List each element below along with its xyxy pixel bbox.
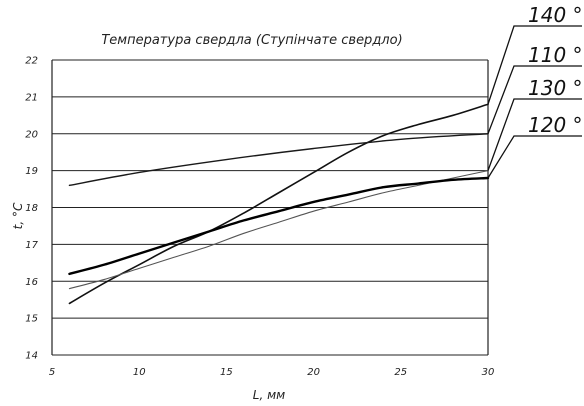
y-axis-label: t, °C [11,202,25,229]
tick-layer: 14 15 16 17 18 19 20 21 22 5 10 15 20 25 30 [25,56,494,379]
series-layer [68,103,490,305]
legend-label: 110 ° [528,43,583,67]
x-tick-label: 20 [307,367,320,378]
y-tick-label: 15 [25,314,38,325]
y-tick-label: 17 [25,240,38,251]
grid-layer [51,59,489,356]
y-tick-label: 18 [25,203,38,214]
y-tick-label: 19 [25,166,38,177]
legend-label: 130 ° [528,76,583,100]
y-tick-label: 16 [25,277,38,288]
y-tick-label: 20 [25,129,38,140]
y-tick-label: 21 [25,92,38,103]
y-tick-label: 14 [25,351,38,362]
legend-label: 140 ° [528,3,583,27]
legend-layer: 140 ° 110 ° 130 ° 120 ° [487,3,583,179]
x-axis-label: L, мм [253,388,285,402]
legend-leader-line [487,65,582,134]
legend-leader-line [487,98,582,171]
chart-title: Температура свердла (Ступінчате свердло) [101,33,402,48]
y-tick-label: 22 [25,56,38,67]
x-tick-label: 10 [133,367,146,378]
x-tick-label: 15 [220,367,233,378]
x-tick-label: 30 [482,367,495,378]
x-tick-label: 5 [49,367,55,378]
legend-leader-line [487,25,582,105]
series-line-3 [68,170,489,290]
series-line-2 [68,133,489,187]
legend-label: 120 ° [528,113,583,137]
series-line-1 [68,103,489,305]
legend-leader-line [487,135,582,179]
x-tick-label: 25 [394,367,407,378]
series-line-4 [68,176,490,276]
